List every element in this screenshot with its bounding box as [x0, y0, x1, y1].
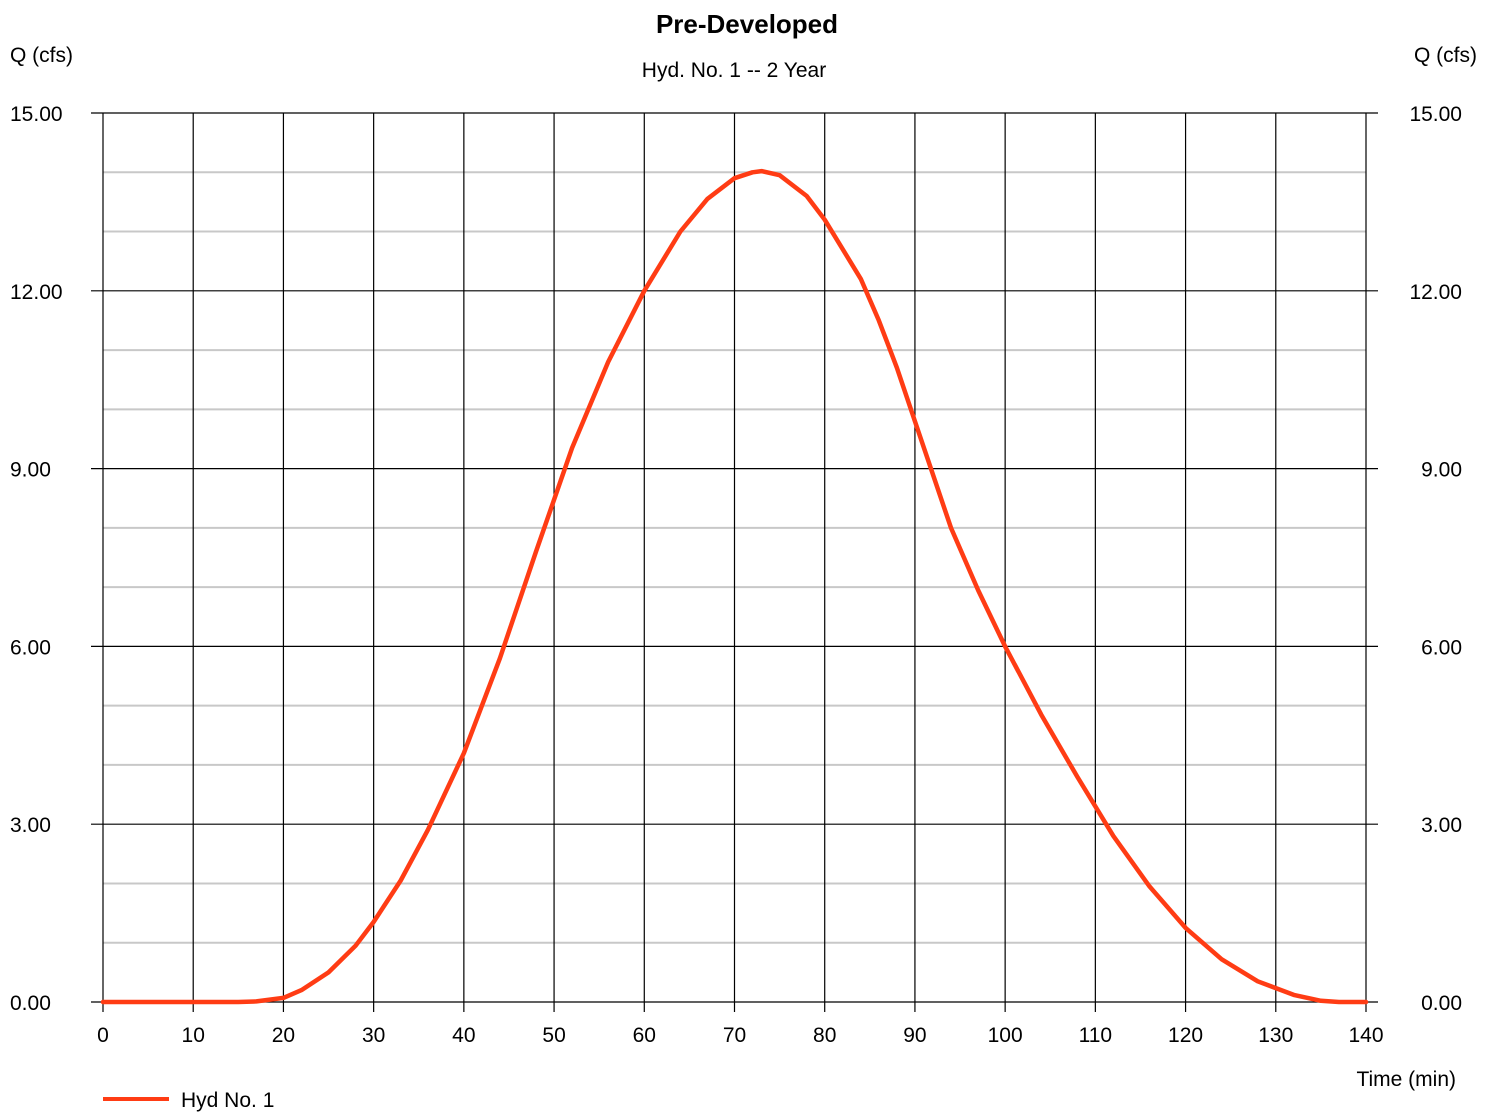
y-tick-label-right: 3.00	[1421, 814, 1462, 837]
y-tick-label-right: 9.00	[1421, 459, 1462, 482]
legend: Hyd No. 1	[103, 1089, 274, 1112]
y-tick-label-left: 6.00	[10, 636, 51, 659]
x-tick-label: 40	[452, 1024, 475, 1047]
y-axis-label-right: Q (cfs)	[1414, 44, 1477, 67]
y-tick-label-left: 15.00	[10, 103, 63, 126]
x-tick-label: 20	[272, 1024, 295, 1047]
x-axis-label: Time (min)	[1356, 1068, 1456, 1091]
y-tick-label-right: 15.00	[1409, 103, 1462, 126]
y-tick-label-right: 0.00	[1421, 992, 1462, 1015]
x-tick-label: 70	[723, 1024, 746, 1047]
y-tick-label-right: 6.00	[1421, 636, 1462, 659]
chart-title: Pre-Developed	[656, 9, 838, 39]
x-tick-label: 90	[903, 1024, 926, 1047]
y-tick-label-left: 3.00	[10, 814, 51, 837]
chart-subtitle: Hyd. No. 1 -- 2 Year	[642, 59, 826, 82]
x-tick-label: 110	[1079, 1024, 1112, 1047]
x-tick-label: 50	[542, 1024, 565, 1047]
x-tick-label: 80	[813, 1024, 836, 1047]
x-tick-label: 140	[1348, 1024, 1383, 1047]
y-tick-label-left: 9.00	[10, 459, 51, 482]
x-tick-label: 10	[182, 1024, 205, 1047]
x-tick-label: 0	[97, 1024, 109, 1047]
x-tick-label: 30	[362, 1024, 385, 1047]
x-tick-label: 130	[1258, 1024, 1293, 1047]
x-tick-label: 60	[633, 1024, 656, 1047]
series-layer	[100, 168, 1369, 1005]
tick-labels: 0.00 0.00 3.00 3.00 6.00 6.00 9.00 9.00 12.00 12.…	[10, 103, 1462, 1047]
y-axis-label-left: Q (cfs)	[10, 44, 73, 67]
series-line-1	[100, 168, 1369, 1005]
legend-label-hyd-no-1: Hyd No. 1	[181, 1089, 274, 1112]
grid	[91, 112, 1378, 1012]
x-tick-label: 120	[1168, 1024, 1203, 1047]
x-tick-label: 100	[988, 1024, 1023, 1047]
y-tick-label-left: 12.00	[10, 281, 63, 304]
y-tick-label-right: 12.00	[1409, 281, 1462, 304]
y-tick-label-left: 0.00	[10, 992, 51, 1015]
